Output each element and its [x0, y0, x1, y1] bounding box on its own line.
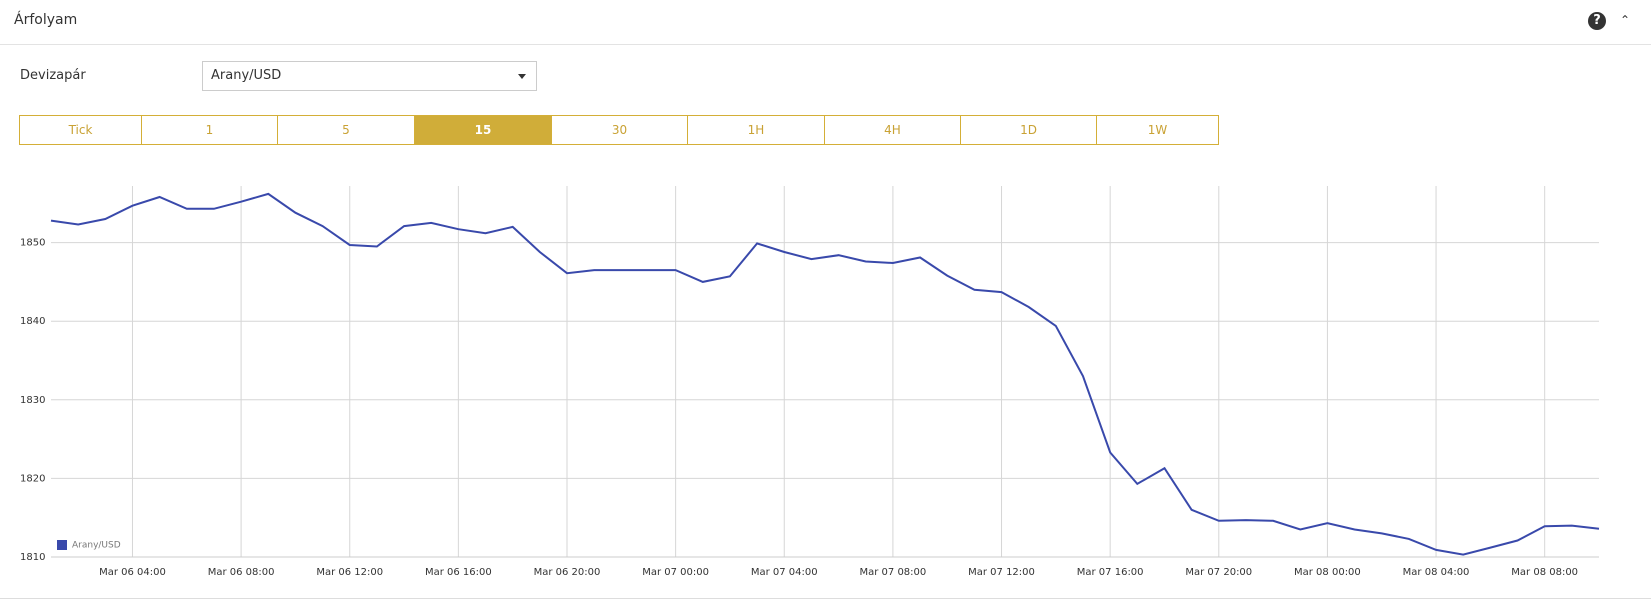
- x-tick-label: Mar 07 08:00: [860, 567, 927, 578]
- select-caret: [518, 74, 526, 79]
- timeframe-button[interactable]: 1: [141, 115, 278, 145]
- field-label: Devizapár: [20, 68, 86, 83]
- x-tick-label: Mar 07 16:00: [1077, 567, 1144, 578]
- timeframe-buttons: Tick 1 5 15 30 1H 4H 1D 1W: [19, 115, 1219, 145]
- timeframe-button[interactable]: Tick: [19, 115, 142, 145]
- y-tick-label: 1820: [20, 473, 45, 484]
- timeframe-button[interactable]: 5: [277, 115, 415, 145]
- x-tick-label: Mar 07 00:00: [642, 567, 709, 578]
- legend-label: Arany/USD: [72, 541, 121, 551]
- timeframe-button[interactable]: 1W: [1096, 115, 1219, 145]
- x-tick-label: Mar 06 08:00: [208, 567, 275, 578]
- y-tick-label: 1840: [20, 316, 45, 327]
- y-tick-label: 1850: [20, 238, 45, 249]
- x-tick-label: Mar 07 12:00: [968, 567, 1035, 578]
- x-tick-label: Mar 06 12:00: [316, 567, 383, 578]
- timeframe-button[interactable]: 30: [551, 115, 688, 145]
- panel-title: Árfolyam: [14, 12, 78, 28]
- legend-swatch: [57, 540, 67, 550]
- timeframe-button[interactable]: 15: [414, 115, 552, 145]
- pair-select[interactable]: Arany/USD: [202, 61, 537, 91]
- y-tick-label: 1830: [20, 395, 45, 406]
- x-tick-label: Mar 06 16:00: [425, 567, 492, 578]
- collapse-icon[interactable]: ⌃: [1620, 13, 1631, 27]
- x-tick-label: Mar 06 20:00: [534, 567, 601, 578]
- header-divider: [0, 44, 1651, 45]
- x-tick-label: Mar 07 20:00: [1185, 567, 1252, 578]
- price-line: [50, 192, 1600, 556]
- x-tick-label: Mar 08 04:00: [1403, 567, 1470, 578]
- timeframe-button[interactable]: 4H: [824, 115, 961, 145]
- timeframe-button[interactable]: 1H: [687, 115, 825, 145]
- x-tick-label: Mar 07 04:00: [751, 567, 818, 578]
- x-tick-label: Mar 06 04:00: [99, 567, 166, 578]
- y-tick-label: 1810: [20, 552, 45, 563]
- x-tick-label: Mar 08 00:00: [1294, 567, 1361, 578]
- help-icon[interactable]: ?: [1588, 12, 1606, 30]
- select-value: Arany/USD: [211, 68, 282, 83]
- x-tick-label: Mar 08 08:00: [1511, 567, 1578, 578]
- timeframe-button[interactable]: 1D: [960, 115, 1097, 145]
